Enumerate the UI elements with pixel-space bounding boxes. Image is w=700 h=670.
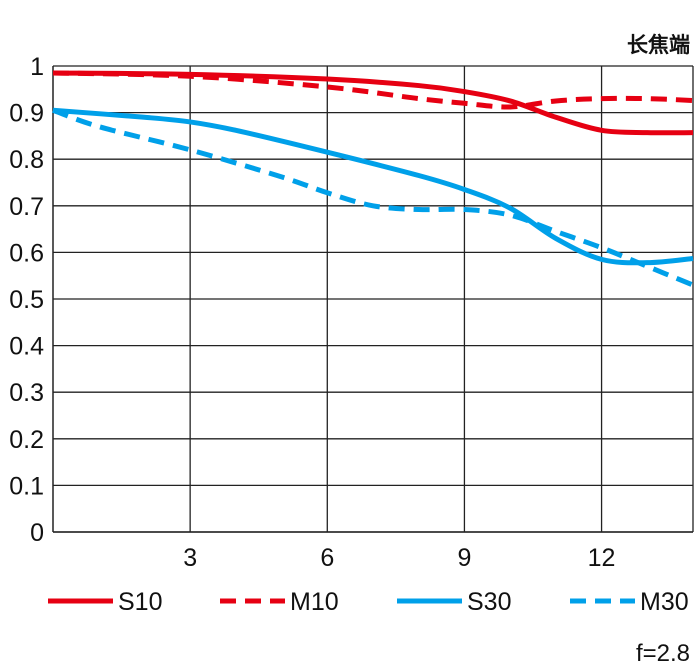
- x-tick-label: 6: [320, 544, 334, 572]
- y-tick-label: 0.5: [9, 286, 44, 314]
- y-tick-label: 0.1: [9, 472, 44, 500]
- y-tick-label: 1: [30, 53, 44, 81]
- y-tick-label: 0.6: [9, 239, 44, 267]
- x-tick-label: 9: [457, 544, 471, 572]
- legend: S10 M10 S30 M30: [48, 588, 689, 616]
- legend-label-m30: M30: [640, 588, 689, 616]
- legend-label-s10: S10: [118, 588, 162, 616]
- y-tick-label: 0.3: [9, 379, 44, 407]
- y-tick-label: 0: [30, 519, 44, 547]
- x-tick-label: 3: [183, 544, 197, 572]
- y-tick-labels: 0 0.1 0.2 0.3 0.4 0.5 0.6 0.7 0.8 0.9 1: [9, 53, 44, 547]
- legend-label-m10: M10: [290, 588, 339, 616]
- grid: [52, 65, 694, 533]
- y-tick-label: 0.4: [9, 333, 44, 361]
- aperture-annotation: f=2.8: [636, 640, 690, 667]
- legend-label-s30: S30: [467, 588, 511, 616]
- series-line-m30: [52, 107, 694, 288]
- y-tick-label: 0.2: [9, 426, 44, 454]
- y-tick-label: 0.9: [9, 100, 44, 128]
- y-tick-label: 0.7: [9, 193, 44, 221]
- series-line-s30: [52, 107, 694, 266]
- x-tick-labels: 3 6 9 12: [183, 544, 615, 572]
- series-line-m10: [52, 70, 694, 110]
- y-tick-label: 0.8: [9, 146, 44, 174]
- series-lines: [52, 70, 694, 288]
- series-line-s10: [52, 70, 694, 136]
- x-tick-label: 12: [588, 544, 616, 572]
- chart-title: 长焦端: [627, 33, 690, 57]
